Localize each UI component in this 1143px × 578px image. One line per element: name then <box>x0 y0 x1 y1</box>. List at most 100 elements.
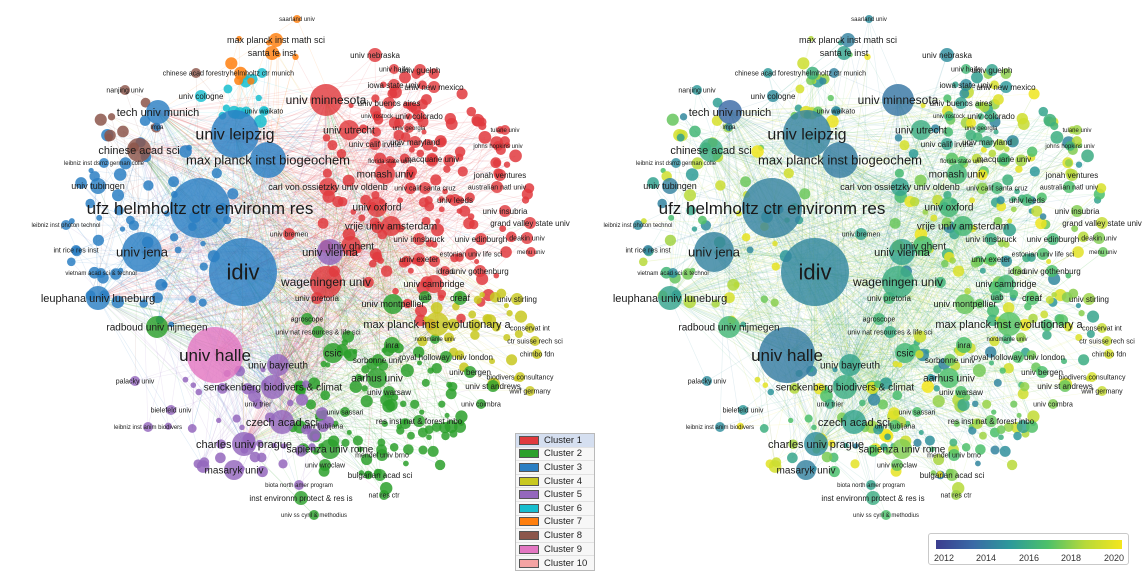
network-node-label[interactable]: chinese acad forestry <box>163 70 230 77</box>
network-node[interactable] <box>521 232 533 244</box>
network-node[interactable] <box>1018 318 1032 331</box>
network-node[interactable] <box>94 113 107 126</box>
network-node-label[interactable]: chinese acad sci <box>98 145 179 157</box>
network-node[interactable] <box>352 435 363 446</box>
network-node[interactable] <box>1086 310 1100 323</box>
network-node-label[interactable]: nat res ctr <box>940 492 972 499</box>
network-node[interactable] <box>421 129 427 135</box>
network-node[interactable] <box>1027 410 1040 423</box>
network-node-label[interactable]: czech acad sci <box>818 417 890 429</box>
network-node[interactable] <box>179 145 192 158</box>
network-node[interactable] <box>294 480 304 490</box>
network-node[interactable] <box>85 198 95 209</box>
network-node[interactable] <box>976 123 986 133</box>
network-node[interactable] <box>223 84 233 94</box>
network-node[interactable] <box>828 465 840 478</box>
network-node[interactable] <box>500 125 510 135</box>
network-node[interactable] <box>880 443 888 451</box>
network-node[interactable] <box>414 64 426 76</box>
network-node[interactable] <box>1075 161 1083 168</box>
network-node[interactable] <box>418 445 428 455</box>
network-node[interactable] <box>428 255 440 267</box>
network-node[interactable] <box>771 457 782 468</box>
network-node-label[interactable]: biota north amer program <box>265 483 333 489</box>
network-node[interactable] <box>679 113 688 121</box>
network-node[interactable] <box>383 97 395 109</box>
network-node[interactable] <box>1075 303 1081 309</box>
network-node[interactable] <box>858 399 866 407</box>
legend-item-cluster-10[interactable]: Cluster 10 <box>516 556 594 570</box>
network-node[interactable] <box>483 314 497 327</box>
network-node-label[interactable]: sorbonne univ <box>925 356 975 365</box>
network-node[interactable] <box>955 294 975 314</box>
network-node[interactable] <box>227 188 239 200</box>
network-node[interactable] <box>409 136 421 148</box>
network-node[interactable] <box>991 291 1003 303</box>
network-node[interactable] <box>385 156 395 166</box>
network-node-label[interactable]: macquarie univ <box>405 155 459 164</box>
network-node[interactable] <box>361 453 373 466</box>
network-node[interactable] <box>468 310 477 319</box>
network-node[interactable] <box>400 364 414 377</box>
network-node[interactable] <box>357 446 363 453</box>
network-node[interactable] <box>804 432 828 456</box>
network-node[interactable] <box>413 233 425 245</box>
network-node[interactable] <box>372 111 382 121</box>
network-node[interactable] <box>487 380 499 392</box>
network-node[interactable] <box>339 120 359 140</box>
network-node[interactable] <box>491 322 501 332</box>
network-node-label[interactable]: vrije univ amsterdam <box>345 222 437 233</box>
network-node[interactable] <box>440 351 452 363</box>
network-node-label[interactable]: deakin univ <box>1081 235 1117 242</box>
network-node[interactable] <box>1000 255 1012 267</box>
network-node-label[interactable]: australian natl univ <box>468 184 527 191</box>
network-node-label[interactable]: univ bremen <box>270 231 309 238</box>
network-node-label[interactable]: univ exeter <box>399 255 438 264</box>
network-node[interactable] <box>783 110 831 158</box>
network-node-label[interactable]: johns hopkins univ <box>1044 144 1094 150</box>
network-node-label[interactable]: csic <box>324 349 341 360</box>
network-node[interactable] <box>829 68 839 78</box>
network-node[interactable] <box>1036 366 1048 378</box>
network-node-label[interactable]: johns hopkins univ <box>472 144 522 150</box>
network-node-label[interactable]: idiv <box>798 260 831 285</box>
network-node[interactable] <box>965 129 977 141</box>
network-node[interactable] <box>891 178 909 196</box>
network-node[interactable] <box>996 196 1005 205</box>
network-node[interactable] <box>1026 350 1037 360</box>
network-node[interactable] <box>225 57 238 70</box>
network-node[interactable] <box>1072 125 1082 135</box>
network-node[interactable] <box>474 265 486 277</box>
network-node-label[interactable]: florida state univ <box>940 159 984 165</box>
network-node[interactable] <box>913 236 933 256</box>
network-node-label[interactable]: univ oxford <box>925 203 974 214</box>
network-node[interactable] <box>428 81 440 93</box>
network-node-label[interactable]: wwf germany <box>1080 388 1123 395</box>
network-node[interactable] <box>922 209 929 215</box>
network-node[interactable] <box>375 164 395 184</box>
network-node-label[interactable]: max planck inst evolutionary a <box>363 319 511 331</box>
network-node-label[interactable]: nat res ctr <box>368 492 400 499</box>
network-node[interactable] <box>979 267 986 274</box>
network-node[interactable] <box>325 362 331 368</box>
network-node[interactable] <box>414 314 427 327</box>
network-node[interactable] <box>269 33 283 47</box>
network-node[interactable] <box>821 451 833 463</box>
network-node-label[interactable]: menu univ <box>517 250 545 256</box>
network-node[interactable] <box>216 417 222 424</box>
network-node[interactable] <box>751 145 764 158</box>
network-node[interactable] <box>466 106 477 117</box>
network-node[interactable] <box>1021 194 1033 206</box>
network-node[interactable] <box>438 206 445 213</box>
network-node[interactable] <box>685 168 699 181</box>
network-node[interactable] <box>392 287 399 295</box>
network-node-label[interactable]: helmholtz ctr munich <box>802 70 866 77</box>
network-node[interactable] <box>664 234 677 246</box>
network-node-label[interactable]: univ calif irvine <box>349 140 402 149</box>
network-node[interactable] <box>658 286 682 310</box>
network-node-label[interactable]: univ colorado <box>395 112 443 121</box>
network-node[interactable] <box>888 407 901 420</box>
network-node[interactable] <box>1002 302 1015 314</box>
network-node[interactable] <box>1042 330 1052 340</box>
network-node[interactable] <box>343 350 352 359</box>
